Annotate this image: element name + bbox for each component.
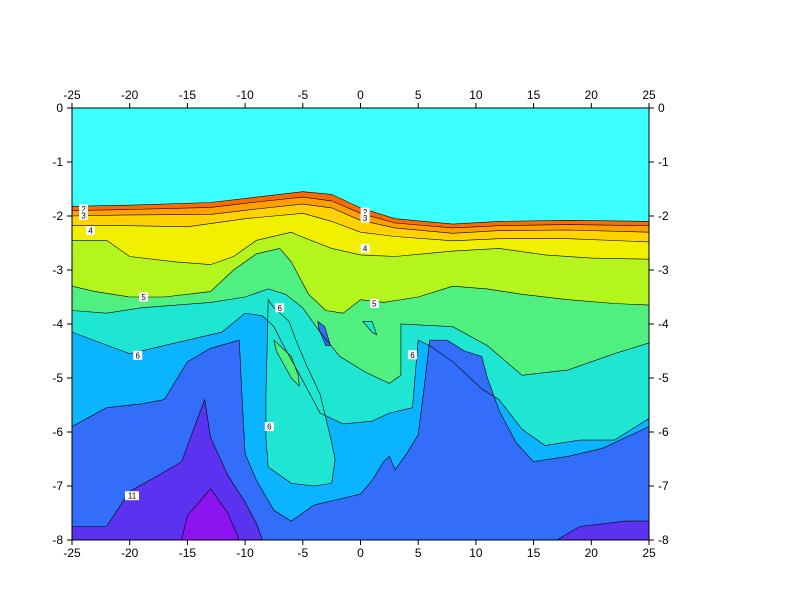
x-tick-label-bottom-7: 10 (469, 546, 483, 560)
contour-label-8: 2 (363, 208, 368, 217)
contour-line-4 (72, 231, 649, 265)
x-tick-label-top-6: 5 (415, 88, 422, 102)
contour-label-2: 4 (88, 227, 93, 236)
y-tick-label-left-0: 0 (56, 101, 63, 115)
x-tick-label-top-7: 10 (469, 88, 483, 102)
contour-label-6: 6 (277, 304, 282, 313)
contour-line-9 (72, 398, 649, 540)
contour-label-3: 5 (141, 293, 146, 302)
contour-label-bg-12 (407, 350, 417, 360)
contour-line-0 (72, 191, 649, 225)
contour-label-bg-1 (79, 210, 89, 220)
contour-line-6 (72, 288, 649, 384)
x-tick-label-top-2: -15 (179, 88, 197, 102)
contour-line-3 (72, 212, 649, 243)
x-tick-label-top-9: 20 (585, 88, 599, 102)
contour-line-10 (181, 488, 240, 540)
contour-line-8 (72, 339, 649, 522)
contour-label-7: 6 (267, 423, 272, 432)
contour-line-5 (72, 248, 649, 314)
x-tick-label-top-4: -5 (297, 88, 308, 102)
y-tick-label-right-7: -7 (658, 479, 669, 493)
y-tick-label-left-3: -3 (52, 263, 63, 277)
x-tick-label-top-5: 0 (357, 88, 364, 102)
x-tick-label-bottom-4: -5 (297, 546, 308, 560)
x-tick-label-bottom-10: 25 (642, 546, 656, 560)
x-tick-label-bottom-8: 15 (527, 546, 541, 560)
x-tick-label-top-10: 25 (642, 88, 656, 102)
y-tick-label-left-2: -2 (52, 209, 63, 223)
contour-island-0 (265, 298, 336, 487)
contour-label-10: 4 (363, 244, 368, 253)
y-tick-label-right-6: -6 (658, 425, 669, 439)
contour-line-2 (72, 203, 649, 234)
x-tick-label-bottom-0: -25 (63, 546, 81, 560)
contour-label-1: 3 (81, 211, 86, 220)
y-tick-label-left-1: -1 (52, 155, 63, 169)
contour-label-bg-5 (125, 491, 140, 501)
y-tick-label-right-2: -2 (658, 209, 669, 223)
contour-label-bg-7 (264, 422, 274, 432)
contour-label-bg-11 (369, 298, 379, 308)
y-tick-label-left-6: -6 (52, 425, 63, 439)
y-tick-label-right-0: 0 (658, 101, 665, 115)
x-tick-label-bottom-5: 0 (357, 546, 364, 560)
contour-island-1 (273, 339, 300, 387)
x-tick-label-top-1: -20 (121, 88, 139, 102)
y-tick-label-right-8: -8 (658, 533, 669, 547)
y-tick-label-left-8: -8 (52, 533, 63, 547)
y-tick-label-right-4: -4 (658, 317, 669, 331)
contour-label-bg-10 (360, 243, 370, 253)
y-tick-label-left-7: -7 (52, 479, 63, 493)
contour-island-2 (317, 320, 331, 346)
contour-island-3 (362, 321, 378, 336)
contour-band-10 (181, 488, 240, 540)
contour-label-bg-0 (79, 204, 89, 214)
x-tick-label-bottom-1: -20 (121, 546, 139, 560)
contour-label-0: 2 (81, 205, 86, 214)
x-tick-label-top-3: -10 (236, 88, 254, 102)
x-tick-label-bottom-9: 20 (585, 546, 599, 560)
contour-label-bg-8 (360, 207, 370, 217)
contour-label-bg-9 (360, 213, 370, 223)
x-tick-label-bottom-2: -15 (179, 546, 197, 560)
y-tick-label-left-5: -5 (52, 371, 63, 385)
x-tick-label-top-0: -25 (63, 88, 81, 102)
x-tick-label-bottom-6: 5 (415, 546, 422, 560)
y-tick-label-right-5: -5 (658, 371, 669, 385)
y-tick-label-right-1: -1 (658, 155, 669, 169)
contour-label-9: 3 (363, 214, 368, 223)
x-tick-label-bottom-3: -10 (236, 546, 254, 560)
contour-line-7 (72, 312, 649, 446)
contour-label-12: 6 (410, 351, 415, 360)
contour-label-4: 6 (136, 351, 141, 360)
contour-label-bg-2 (85, 226, 95, 236)
y-tick-label-left-4: -4 (52, 317, 63, 331)
x-tick-label-top-8: 15 (527, 88, 541, 102)
y-tick-label-right-3: -3 (658, 263, 669, 277)
contour-label-11: 5 (372, 299, 377, 308)
contour-line-1 (72, 196, 649, 229)
contour-label-bg-3 (139, 292, 149, 302)
contour-label-bg-6 (275, 303, 285, 313)
contour-label-bg-4 (133, 350, 143, 360)
contour-label-5: 11 (128, 492, 137, 501)
